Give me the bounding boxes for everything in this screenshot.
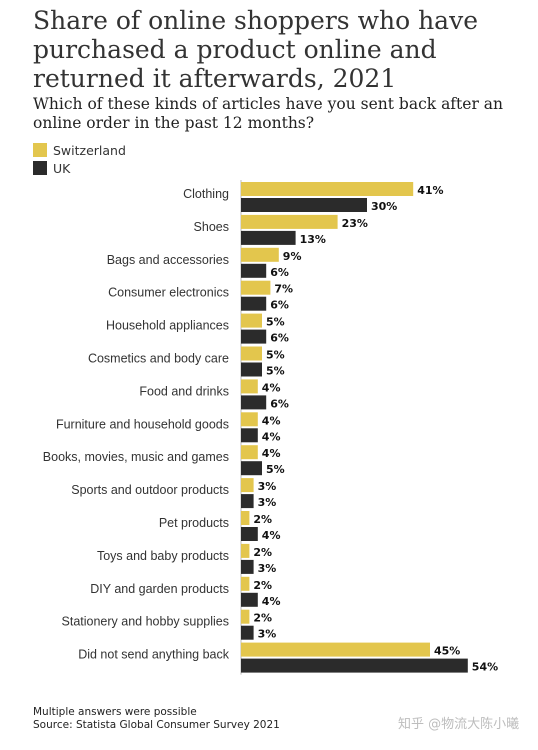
watermark: 知乎 @物流大陈小曦 [398, 717, 520, 732]
category-label-stationery-and-hobby-supplies: Stationery and hobby supplies [62, 615, 229, 629]
data-label-switzerland-shoes: 23% [342, 217, 368, 230]
bar-switzerland-stationery-and-hobby-supplies [241, 609, 250, 624]
bar-uk-food-and-drinks [241, 395, 267, 410]
bar-uk-sports-and-outdoor-products [241, 494, 254, 509]
bar-switzerland-consumer-electronics [241, 280, 271, 295]
bar-switzerland-food-and-drinks [241, 379, 258, 394]
data-label-uk-books-movies-music-and-games: 5% [266, 463, 285, 476]
data-label-uk-sports-and-outdoor-products: 3% [258, 496, 277, 509]
bar-uk-cosmetics-and-body-care [241, 362, 262, 377]
data-label-uk-shoes: 13% [300, 233, 326, 246]
data-label-switzerland-household-appliances: 5% [266, 316, 285, 329]
data-label-uk-food-and-drinks: 6% [270, 397, 289, 410]
category-label-food-and-drinks: Food and drinks [139, 384, 229, 398]
legend-label-switzerland: Switzerland [53, 142, 126, 158]
bar-uk-did-not-send-anything-back [241, 658, 468, 673]
bar-uk-furniture-and-household-goods [241, 428, 258, 443]
bar-switzerland-sports-and-outdoor-products [241, 478, 254, 493]
data-label-switzerland-stationery-and-hobby-supplies: 2% [253, 612, 272, 625]
data-label-switzerland-books-movies-music-and-games: 4% [262, 447, 281, 460]
bar-chart: Clothing 41% 30% Shoes 23% 13% Bags and access… [43, 180, 498, 675]
data-label-uk-toys-and-baby-products: 3% [258, 562, 277, 575]
data-label-uk-stationery-and-hobby-supplies: 3% [258, 628, 277, 641]
footer-source: Source: Statista Global Consumer Survey … [33, 719, 280, 731]
legend-item-switzerland: Switzerland [33, 141, 126, 159]
category-label-diy-and-garden-products: DIY and garden products [90, 582, 229, 596]
data-label-switzerland-furniture-and-household-goods: 4% [262, 414, 281, 427]
bar-switzerland-shoes [241, 214, 338, 229]
data-label-uk-furniture-and-household-goods: 4% [262, 430, 281, 443]
chart-subtitle: Which of these kinds of articles have yo… [33, 95, 504, 132]
legend-swatch-switzerland [33, 143, 47, 157]
bar-uk-books-movies-music-and-games [241, 461, 262, 476]
bar-switzerland-diy-and-garden-products [241, 576, 250, 591]
data-label-switzerland-toys-and-baby-products: 2% [253, 546, 272, 559]
bar-uk-diy-and-garden-products [241, 592, 258, 607]
legend-label-uk: UK [53, 160, 71, 176]
bar-uk-household-appliances [241, 329, 267, 344]
legend-swatch-uk [33, 161, 47, 175]
data-label-uk-did-not-send-anything-back: 54% [472, 661, 498, 674]
data-label-uk-bags-and-accessories: 6% [270, 266, 289, 279]
category-label-sports-and-outdoor-products: Sports and outdoor products [71, 483, 229, 497]
bar-switzerland-toys-and-baby-products [241, 543, 250, 558]
bar-switzerland-clothing [241, 182, 414, 196]
bar-uk-stationery-and-hobby-supplies [241, 625, 254, 640]
data-label-switzerland-sports-and-outdoor-products: 3% [258, 480, 277, 493]
bar-uk-shoes [241, 230, 296, 245]
bar-uk-pet-products [241, 527, 258, 541]
data-label-uk-clothing: 30% [371, 200, 397, 213]
category-label-did-not-send-anything-back: Did not send anything back [78, 648, 230, 662]
legend-item-uk: UK [33, 159, 126, 177]
data-label-switzerland-consumer-electronics: 7% [274, 283, 293, 296]
bar-switzerland-household-appliances [241, 313, 262, 328]
data-label-switzerland-food-and-drinks: 4% [262, 381, 281, 394]
chart-legend: Switzerland UK [33, 141, 126, 177]
data-label-switzerland-cosmetics-and-body-care: 5% [266, 349, 285, 362]
bar-uk-bags-and-accessories [241, 263, 267, 278]
category-label-furniture-and-household-goods: Furniture and household goods [56, 417, 229, 431]
data-label-uk-household-appliances: 6% [270, 332, 289, 345]
category-label-books-movies-music-and-games: Books, movies, music and games [43, 450, 229, 464]
bar-uk-consumer-electronics [241, 296, 267, 311]
data-label-switzerland-pet-products: 2% [253, 513, 272, 526]
category-label-bags-and-accessories: Bags and accessories [107, 253, 229, 267]
data-label-uk-pet-products: 4% [262, 529, 281, 542]
category-label-consumer-electronics: Consumer electronics [108, 286, 229, 300]
bar-uk-clothing [241, 198, 367, 212]
bar-switzerland-cosmetics-and-body-care [241, 346, 262, 361]
bar-switzerland-pet-products [241, 511, 250, 525]
category-label-shoes: Shoes [194, 220, 229, 234]
category-label-toys-and-baby-products: Toys and baby products [97, 549, 229, 563]
bar-switzerland-furniture-and-household-goods [241, 412, 258, 427]
category-label-household-appliances: Household appliances [106, 319, 229, 333]
category-label-clothing: Clothing [183, 187, 229, 201]
data-label-switzerland-clothing: 41% [417, 184, 443, 197]
data-label-switzerland-diy-and-garden-products: 2% [253, 579, 272, 592]
category-label-pet-products: Pet products [159, 516, 229, 530]
bar-uk-toys-and-baby-products [241, 559, 254, 574]
bar-switzerland-books-movies-music-and-games [241, 445, 258, 460]
bar-switzerland-did-not-send-anything-back [241, 642, 430, 657]
data-label-switzerland-bags-and-accessories: 9% [283, 250, 302, 263]
category-label-cosmetics-and-body-care: Cosmetics and body care [88, 352, 229, 366]
bar-switzerland-bags-and-accessories [241, 247, 279, 262]
data-label-switzerland-did-not-send-anything-back: 45% [434, 645, 460, 658]
data-label-uk-diy-and-garden-products: 4% [262, 595, 281, 608]
data-label-uk-cosmetics-and-body-care: 5% [266, 365, 285, 378]
data-label-uk-consumer-electronics: 6% [270, 299, 289, 312]
footer-note: Multiple answers were possible [33, 706, 197, 718]
chart-footer: Multiple answers were possible Source: S… [33, 706, 280, 732]
chart-title: Share of online shoppers who have purcha… [33, 6, 478, 93]
